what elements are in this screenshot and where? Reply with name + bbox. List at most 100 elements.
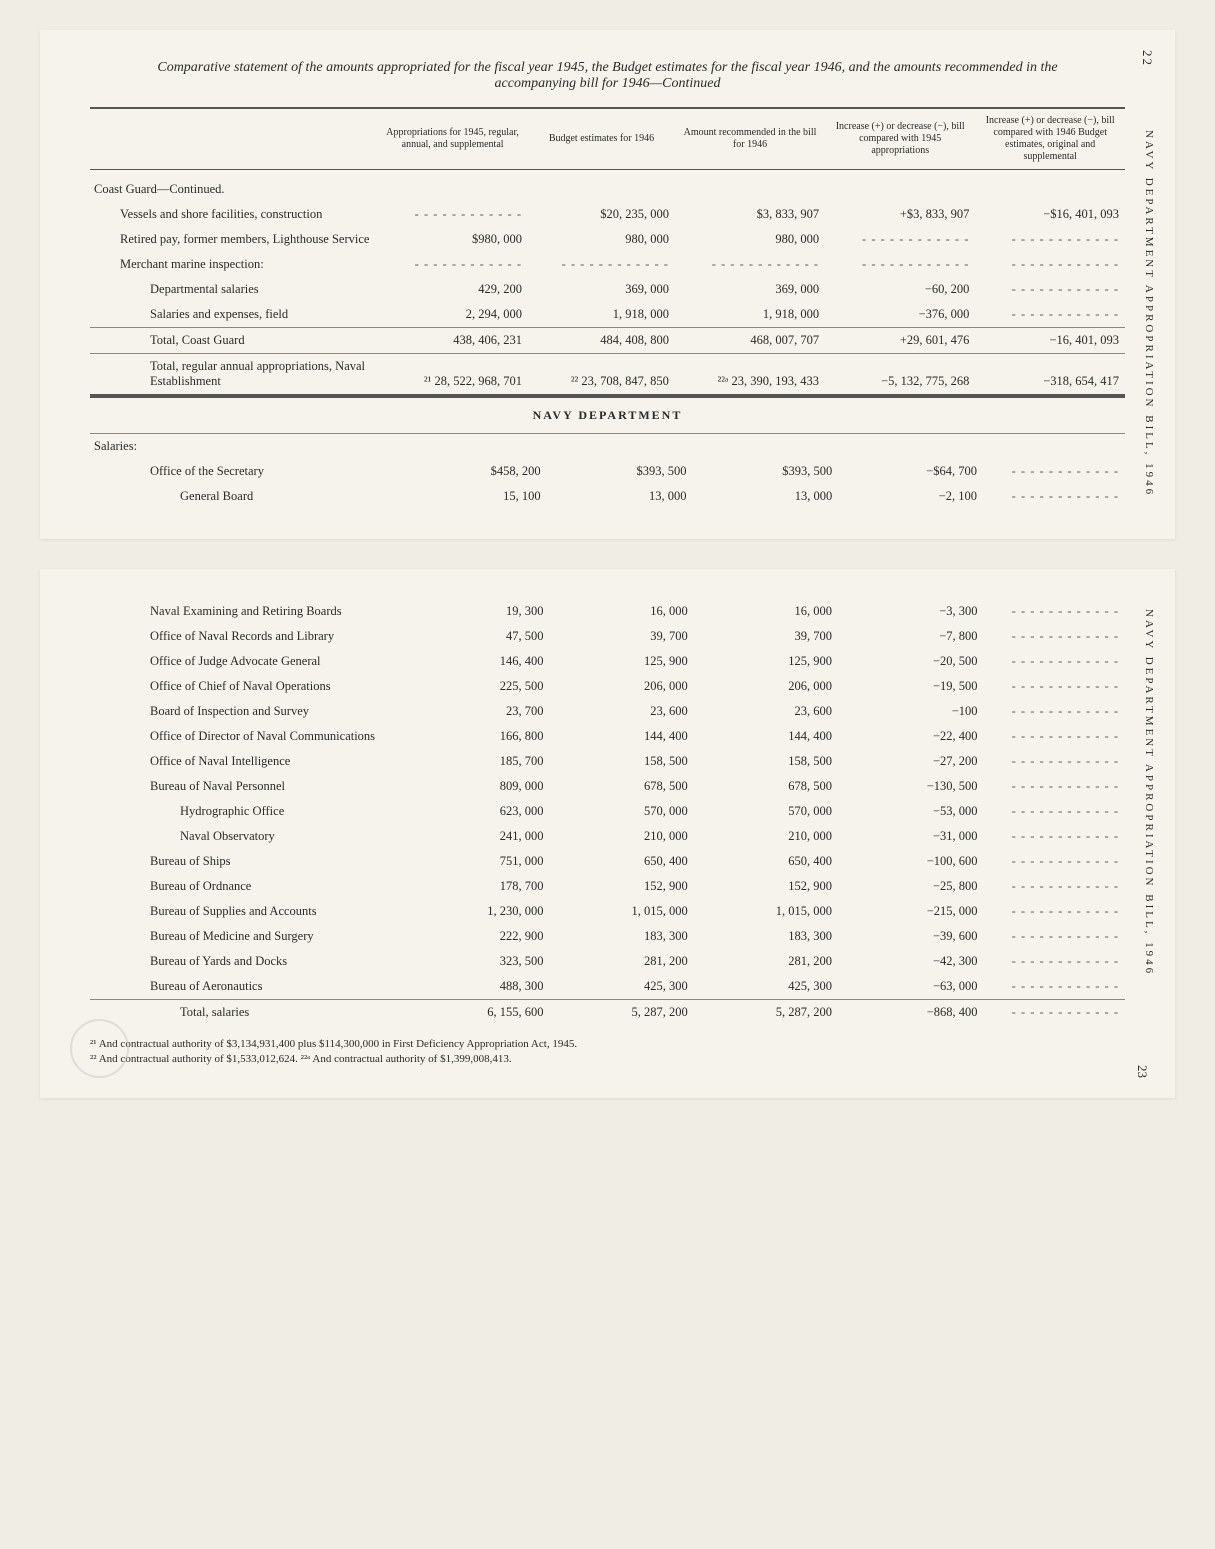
cell: 438, 406, 231	[377, 328, 528, 354]
table-row: Bureau of Naval Personnel809, 000678, 50…	[90, 774, 1125, 799]
cell: 152, 900	[549, 874, 693, 899]
cell: 23, 600	[549, 699, 693, 724]
row-label: Salaries and expenses, field	[90, 302, 377, 328]
table-row: Naval Examining and Retiring Boards19, 3…	[90, 599, 1125, 624]
cell: −376, 000	[825, 302, 975, 328]
cell: 980, 000	[675, 227, 825, 252]
cell: 222, 900	[405, 924, 549, 949]
row-label: Office of Naval Intelligence	[90, 749, 405, 774]
cell: - - - - - - - - - - - -	[984, 799, 1125, 824]
cell: $458, 200	[401, 459, 547, 484]
cell: ²²ᵃ 23, 390, 193, 433	[675, 354, 825, 396]
row-label: Total, regular annual appropriations, Na…	[90, 354, 377, 396]
table-row: Office of Naval Records and Library47, 5…	[90, 624, 1125, 649]
cell: 570, 000	[549, 799, 693, 824]
cell: - - - - - - - - - - - -	[825, 252, 975, 277]
cell: −16, 401, 093	[975, 328, 1125, 354]
row-label: Bureau of Ordnance	[90, 874, 405, 899]
cell: −100, 600	[838, 849, 983, 874]
cell: −60, 200	[825, 277, 975, 302]
cell: - - - - - - - - - - - -	[975, 227, 1125, 252]
table-row: Total, Coast Guard438, 406, 231484, 408,…	[90, 328, 1125, 354]
cell: 1, 230, 000	[405, 899, 549, 924]
cell: - - - - - - - - - - - -	[975, 252, 1125, 277]
cell: −$16, 401, 093	[975, 202, 1125, 227]
table-row: Departmental salaries429, 200369, 000369…	[90, 277, 1125, 302]
cell: 1, 918, 000	[528, 302, 675, 328]
cell: 484, 408, 800	[528, 328, 675, 354]
cell: +29, 601, 476	[825, 328, 975, 354]
row-label: Total, Coast Guard	[90, 328, 377, 354]
side-label: NAVY DEPARTMENT APPROPRIATION BILL, 1946	[1143, 609, 1155, 976]
row-label: Office of Judge Advocate General	[90, 649, 405, 674]
library-stamp-icon	[70, 1019, 129, 1078]
table-row: Bureau of Supplies and Accounts1, 230, 0…	[90, 899, 1125, 924]
table-row: Merchant marine inspection:- - - - - - -…	[90, 252, 1125, 277]
cell: 1, 015, 000	[694, 899, 838, 924]
cell: 16, 000	[549, 599, 693, 624]
cell: 39, 700	[694, 624, 838, 649]
cell: 369, 000	[528, 277, 675, 302]
cell: 47, 500	[405, 624, 549, 649]
cell: −19, 500	[838, 674, 983, 699]
cell: - - - - - - - - - - - -	[377, 202, 528, 227]
row-label: Office of Director of Naval Communicatio…	[90, 724, 405, 749]
cell: - - - - - - - - - - - -	[984, 874, 1125, 899]
cell: −31, 000	[838, 824, 983, 849]
cell: - - - - - - - - - - - -	[984, 749, 1125, 774]
cell: −$64, 700	[838, 459, 983, 484]
cell: - - - - - - - - - - - -	[377, 252, 528, 277]
cell: −130, 500	[838, 774, 983, 799]
col-header: Increase (+) or decrease (−), bill compa…	[975, 108, 1125, 170]
row-label: General Board	[90, 484, 401, 509]
cell: - - - - - - - - - - - -	[984, 674, 1125, 699]
row-label: Naval Observatory	[90, 824, 405, 849]
row-label: Bureau of Supplies and Accounts	[90, 899, 405, 924]
cell: - - - - - - - - - - - -	[984, 1000, 1125, 1026]
table-row: Retired pay, former members, Lighthouse …	[90, 227, 1125, 252]
cell: 1, 015, 000	[549, 899, 693, 924]
cell: 206, 000	[549, 674, 693, 699]
cell: - - - - - - - - - - - -	[675, 252, 825, 277]
cell: 183, 300	[549, 924, 693, 949]
cell: $980, 000	[377, 227, 528, 252]
cell: −27, 200	[838, 749, 983, 774]
section-header: Salaries:	[90, 434, 401, 459]
cell: 468, 007, 707	[675, 328, 825, 354]
cell: −318, 654, 417	[975, 354, 1125, 396]
cell: 39, 700	[549, 624, 693, 649]
cell: −7, 800	[838, 624, 983, 649]
cell: 369, 000	[675, 277, 825, 302]
cell: - - - - - - - - - - - -	[825, 227, 975, 252]
cell: −39, 600	[838, 924, 983, 949]
cell: $393, 500	[692, 459, 838, 484]
cell: $20, 235, 000	[528, 202, 675, 227]
table-row: Office of the Secretary$458, 200$393, 50…	[90, 459, 1125, 484]
cell: −2, 100	[838, 484, 983, 509]
col-header	[90, 108, 377, 170]
cell: −53, 000	[838, 799, 983, 824]
cell: 144, 400	[549, 724, 693, 749]
cell: - - - - - - - - - - - -	[984, 974, 1125, 1000]
cell: 19, 300	[405, 599, 549, 624]
cell: 650, 400	[549, 849, 693, 874]
cell: 6, 155, 600	[405, 1000, 549, 1026]
table-header-row: Appropriations for 1945, regular, annual…	[90, 108, 1125, 170]
cell: 323, 500	[405, 949, 549, 974]
cell: 210, 000	[694, 824, 838, 849]
appropriations-table-2b: Naval Examining and Retiring Boards19, 3…	[90, 599, 1125, 1025]
cell: - - - - - - - - - - - -	[984, 949, 1125, 974]
table-row: Bureau of Medicine and Surgery222, 90018…	[90, 924, 1125, 949]
cell: - - - - - - - - - - - -	[984, 924, 1125, 949]
row-label: Merchant marine inspection:	[90, 252, 377, 277]
cell: 488, 300	[405, 974, 549, 1000]
cell: 751, 000	[405, 849, 549, 874]
page-number: 22	[1139, 50, 1155, 67]
cell: 185, 700	[405, 749, 549, 774]
row-label: Bureau of Yards and Docks	[90, 949, 405, 974]
cell: 809, 000	[405, 774, 549, 799]
cell: 5, 287, 200	[549, 1000, 693, 1026]
cell: - - - - - - - - - - - -	[983, 484, 1125, 509]
table-row: Office of Chief of Naval Operations225, …	[90, 674, 1125, 699]
cell: 281, 200	[549, 949, 693, 974]
